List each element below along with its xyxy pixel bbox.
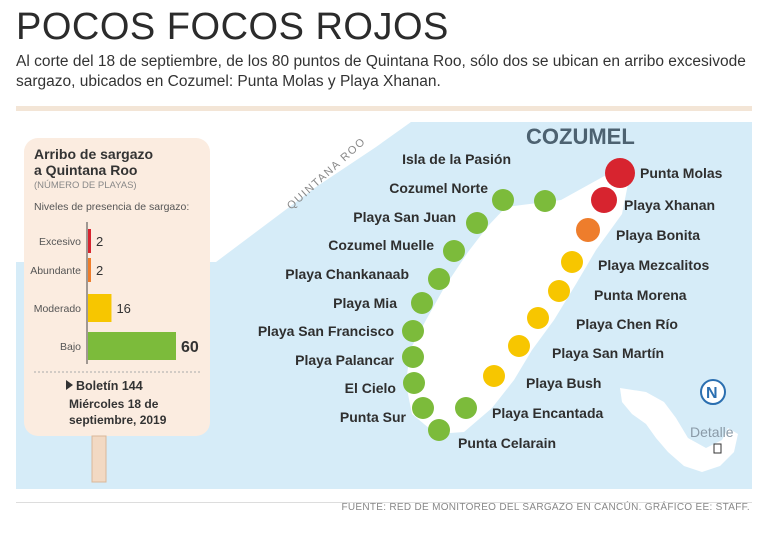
point-playa-chankanaab (428, 268, 450, 290)
point-punta-morena (548, 280, 570, 302)
footer-divider (16, 502, 752, 503)
point-label-playa-bush: Playa Bush (526, 375, 601, 391)
point-label-cozumel-norte: Cozumel Norte (389, 180, 488, 196)
point-playa-palancar (402, 346, 424, 368)
point-label-isla-de-la-pasion: Isla de la Pasión (402, 151, 511, 167)
point-cozumel-norte (492, 189, 514, 211)
svg-text:N: N (706, 385, 718, 402)
point-playa-encantada (455, 397, 477, 419)
point-cozumel-muelle (443, 240, 465, 262)
point-label-playa-san-francisco: Playa San Francisco (258, 323, 394, 339)
point-playa-san-juan (466, 212, 488, 234)
sign-post (91, 435, 107, 483)
bar-value-abundante: 2 (96, 263, 103, 278)
point-label-playa-mezcalitos: Playa Mezcalitos (598, 257, 709, 273)
point-label-punta-morena: Punta Morena (594, 287, 687, 303)
cozumel-island (406, 174, 628, 434)
bar-value-moderado: 16 (116, 301, 130, 316)
bar-value-bajo: 60 (181, 339, 199, 356)
point-label-playa-encantada: Playa Encantada (492, 405, 603, 421)
point-playa-mezcalitos (561, 251, 583, 273)
point-label-punta-molas: Punta Molas (640, 165, 723, 181)
point-isla-de-la-pasion (534, 190, 556, 212)
point-label-punta-celarain: Punta Celarain (458, 435, 556, 451)
panel-title-2: a Quintana Roo (34, 162, 137, 178)
point-punta-sur (412, 397, 434, 419)
inset-marker (713, 443, 722, 454)
point-playa-xhanan (591, 187, 617, 213)
bar-label-moderado: Moderado (34, 303, 81, 315)
bar-label-bajo: Bajo (60, 341, 81, 353)
header-divider (16, 106, 752, 111)
panel-unit: (NÚMERO DE PLAYAS) (34, 180, 137, 191)
source-note: FUENTE: RED DE MONITOREO DEL SARGAZO EN … (341, 502, 750, 513)
point-label-playa-san-martin: Playa San Martín (552, 345, 664, 361)
sargazo-panel: Arribo de sargazo a Quintana Roo (NÚMERO… (24, 138, 210, 483)
bar-abundante (88, 258, 91, 282)
point-label-cozumel-muelle: Cozumel Muelle (328, 237, 434, 253)
point-label-el-cielo: El Cielo (345, 380, 396, 396)
point-label-playa-chankanaab: Playa Chankanaab (285, 266, 409, 282)
point-playa-chen-rio (527, 307, 549, 329)
bulletin-date-1: Miércoles 18 de (69, 397, 159, 411)
point-label-playa-xhanan: Playa Xhanan (624, 197, 715, 213)
point-playa-mia (411, 292, 433, 314)
panel-title-1: Arribo de sargazo (34, 146, 153, 162)
point-playa-bush (483, 365, 505, 387)
point-label-punta-sur: Punta Sur (340, 409, 407, 425)
bar-value-excesivo: 2 (96, 234, 103, 249)
point-label-playa-chen-rio: Playa Chen Río (576, 316, 678, 332)
bulletin-title: Boletín 144 (76, 379, 143, 393)
bar-excesivo (88, 229, 91, 253)
cozumel-map: QUINTANA ROO COZUMEL Detalle N Arribo de… (16, 122, 752, 489)
point-label-playa-mia: Playa Mia (333, 295, 397, 311)
bar-moderado (88, 294, 112, 322)
bar-label-excesivo: Excesivo (39, 236, 81, 248)
point-label-playa-bonita: Playa Bonita (616, 227, 700, 243)
bar-bajo (88, 332, 176, 360)
bar-label-abundante: Abundante (30, 265, 81, 277)
mexico-inset (620, 388, 738, 472)
page-title: POCOS FOCOS ROJOS (16, 6, 449, 48)
point-punta-celarain (428, 419, 450, 441)
point-label-playa-san-juan: Playa San Juan (353, 209, 456, 225)
point-playa-san-martin (508, 335, 530, 357)
bulletin-arrow-icon (66, 380, 73, 390)
compass-icon: N (700, 379, 726, 405)
point-playa-bonita (576, 218, 600, 242)
levels-heading: Niveles de presencia de sargazo: (34, 201, 189, 213)
point-label-playa-palancar: Playa Palancar (295, 352, 394, 368)
point-playa-san-francisco (402, 320, 424, 342)
island-label: COZUMEL (526, 124, 635, 149)
point-punta-molas (605, 158, 635, 188)
page-subtitle: Al corte del 18 de septiembre, de los 80… (16, 53, 746, 90)
bulletin-date-2: septiembre, 2019 (69, 413, 167, 427)
inset-label: Detalle (690, 424, 734, 440)
point-el-cielo (403, 372, 425, 394)
